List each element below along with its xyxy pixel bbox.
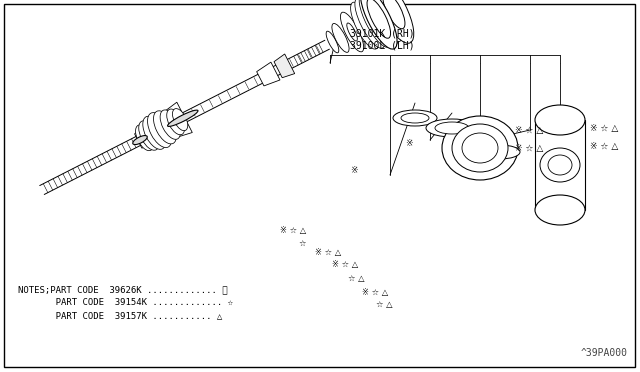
Text: ※ ☆ △: ※ ☆ △ xyxy=(590,124,618,132)
Ellipse shape xyxy=(154,111,177,144)
Ellipse shape xyxy=(355,0,385,48)
Ellipse shape xyxy=(148,113,172,148)
Ellipse shape xyxy=(139,121,159,150)
Ellipse shape xyxy=(426,119,478,137)
Text: NOTES;PART CODE  39626K ............. ※: NOTES;PART CODE 39626K ............. ※ xyxy=(18,285,228,294)
Ellipse shape xyxy=(326,31,339,53)
Ellipse shape xyxy=(332,23,349,52)
Text: ※: ※ xyxy=(405,138,413,148)
Ellipse shape xyxy=(480,145,520,159)
Text: ※ ☆ △: ※ ☆ △ xyxy=(315,247,341,257)
Ellipse shape xyxy=(452,124,508,172)
Ellipse shape xyxy=(540,148,580,182)
Ellipse shape xyxy=(442,116,518,180)
Ellipse shape xyxy=(160,110,180,140)
Ellipse shape xyxy=(167,109,184,135)
Text: PART CODE  39157K ........... △: PART CODE 39157K ........... △ xyxy=(18,311,222,320)
Ellipse shape xyxy=(435,122,469,134)
Polygon shape xyxy=(274,54,294,78)
Ellipse shape xyxy=(535,105,585,135)
Ellipse shape xyxy=(132,135,147,145)
Ellipse shape xyxy=(548,155,572,175)
Ellipse shape xyxy=(364,0,397,46)
Ellipse shape xyxy=(535,195,585,225)
Ellipse shape xyxy=(376,0,406,37)
Ellipse shape xyxy=(143,116,166,149)
Text: ☆ △: ☆ △ xyxy=(376,301,392,310)
Ellipse shape xyxy=(393,110,437,126)
Text: ※ ☆ △: ※ ☆ △ xyxy=(332,260,358,269)
Text: 39100L (LH): 39100L (LH) xyxy=(350,40,415,50)
Ellipse shape xyxy=(383,0,405,29)
Text: ※ ☆ △: ※ ☆ △ xyxy=(515,144,543,153)
Ellipse shape xyxy=(340,12,364,52)
Text: 39101K (RH): 39101K (RH) xyxy=(350,28,415,38)
Text: ※: ※ xyxy=(350,166,358,174)
Text: ※ ☆ △: ※ ☆ △ xyxy=(362,288,388,296)
Text: ☆: ☆ xyxy=(298,240,305,248)
Ellipse shape xyxy=(168,110,198,126)
Ellipse shape xyxy=(370,0,402,42)
Ellipse shape xyxy=(136,125,154,151)
Text: ※ ☆ △: ※ ☆ △ xyxy=(280,225,307,234)
Text: ^39PA000: ^39PA000 xyxy=(581,348,628,358)
Text: ※ ☆ △: ※ ☆ △ xyxy=(515,125,543,135)
Ellipse shape xyxy=(401,113,429,123)
Ellipse shape xyxy=(172,109,188,131)
Polygon shape xyxy=(257,62,280,86)
Ellipse shape xyxy=(367,0,390,38)
Ellipse shape xyxy=(374,0,414,43)
Text: ☆ △: ☆ △ xyxy=(348,273,365,282)
Ellipse shape xyxy=(347,23,357,41)
Ellipse shape xyxy=(351,2,378,49)
Text: PART CODE  39154K ............. ☆: PART CODE 39154K ............. ☆ xyxy=(18,298,233,307)
Text: ※ ☆ △: ※ ☆ △ xyxy=(590,141,618,151)
Ellipse shape xyxy=(462,133,498,163)
Ellipse shape xyxy=(360,0,397,49)
Ellipse shape xyxy=(359,0,391,47)
